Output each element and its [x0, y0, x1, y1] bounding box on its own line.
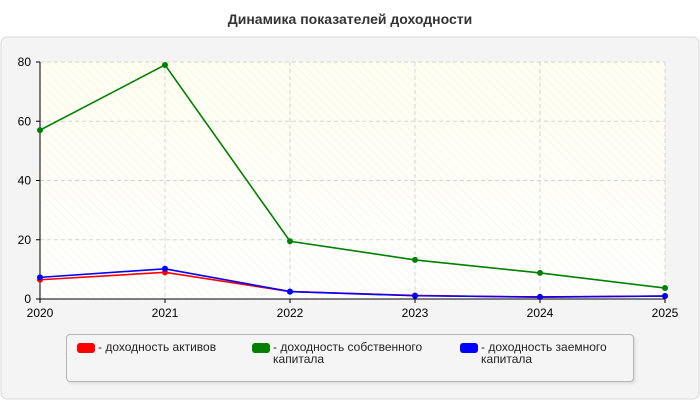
x-tick-label: 2020 [27, 306, 54, 320]
x-tick-label: 2025 [652, 306, 679, 320]
data-point [662, 293, 668, 300]
x-tick-label: 2021 [152, 306, 179, 320]
series-line [39, 63, 666, 289]
y-tick-label: 0 [24, 292, 31, 306]
legend-label: - доходность заемного капитала [481, 340, 607, 366]
series [37, 61, 668, 301]
data-point [537, 269, 543, 276]
x-tick-label: 2023 [402, 306, 429, 320]
legend-swatch [252, 343, 270, 353]
data-point [662, 285, 668, 292]
data-point [287, 238, 293, 245]
axes: 0 20 40 60 80 2020 2021 2022 2023 2024 2025 [18, 55, 679, 320]
data-point [287, 288, 293, 295]
y-tick-label: 80 [18, 55, 32, 69]
legend-swatch [460, 343, 478, 353]
series-line [39, 267, 666, 298]
chart-panel: 0 20 40 60 80 2020 2021 2022 2023 2024 2025 [0, 36, 700, 400]
data-point [537, 293, 543, 300]
data-point [412, 256, 418, 263]
data-point [162, 265, 168, 272]
data-point [412, 292, 418, 299]
data-point [37, 127, 43, 134]
data-point [162, 61, 168, 68]
chart-title: Динамика показателей доходности [227, 11, 473, 27]
y-tick-label: 60 [18, 114, 32, 128]
y-tick-label: 40 [18, 174, 32, 188]
line-chart: 0 20 40 60 80 2020 2021 2022 2023 2024 2025 [0, 36, 700, 400]
data-point [37, 274, 43, 281]
legend-label: - доходность активов [98, 340, 217, 354]
x-tick-label: 2024 [527, 306, 554, 320]
x-tick-label: 2022 [277, 306, 304, 320]
y-tick-label: 20 [18, 233, 32, 247]
legend: - доходность активов - доходность собстве… [66, 334, 634, 382]
legend-label: - доходность собственного капитала [273, 340, 423, 366]
legend-swatch [77, 343, 95, 353]
